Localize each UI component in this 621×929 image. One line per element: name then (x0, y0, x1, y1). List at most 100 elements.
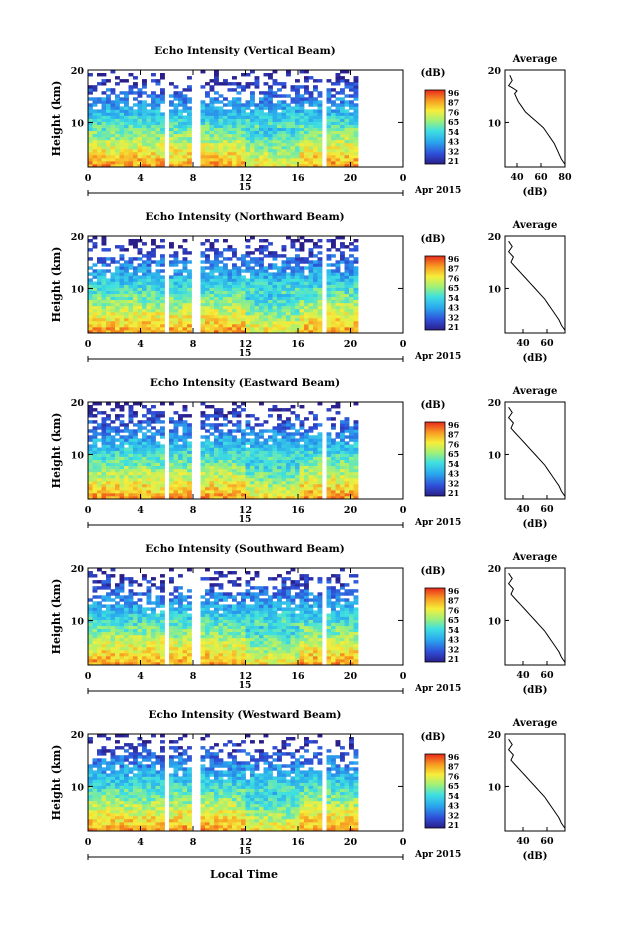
heatmap-cell (92, 432, 98, 436)
heatmap-cell (155, 284, 161, 288)
heatmap-cell (205, 284, 210, 288)
heatmap-cell (101, 248, 107, 252)
heatmap-cell (115, 323, 120, 328)
heatmap-cell (353, 109, 359, 113)
heatmap-cell (128, 637, 134, 642)
heatmap-cell (178, 164, 183, 168)
heatmap-cell (119, 112, 125, 116)
heatmap-cell (344, 82, 350, 86)
heatmap-cell (182, 103, 188, 107)
heatmap-cell (304, 109, 309, 113)
heatmap-cell (169, 287, 174, 291)
heatmap-cell (344, 245, 350, 249)
heatmap-cell (88, 414, 93, 418)
heatmap-cell (223, 127, 228, 132)
heatmap-cell (236, 450, 242, 454)
heatmap-cell (178, 160, 183, 165)
heatmap-cell (254, 643, 260, 648)
heatmap-cell (101, 293, 107, 298)
heatmap-cell (205, 299, 210, 304)
heatmap-cell (299, 293, 305, 298)
heatmap-cell (259, 468, 264, 473)
heatmap-cell (209, 85, 215, 89)
heatmap-cell (241, 441, 246, 445)
heatmap-cell (173, 290, 179, 295)
heatmap-cell (88, 453, 93, 457)
heatmap-cell (299, 649, 305, 654)
heatmap-cell (340, 655, 345, 660)
heatmap-cell (286, 314, 291, 319)
heatmap-cell (286, 326, 291, 331)
heatmap-cell (182, 634, 188, 639)
heatmap-cell (151, 646, 156, 651)
heatmap-cell (178, 287, 183, 291)
heatmap-cell (295, 160, 300, 165)
heatmap-cell (331, 100, 336, 104)
heatmap-cell (178, 330, 183, 334)
heatmap-cell (97, 447, 102, 451)
heatmap-cell (115, 127, 120, 132)
heatmap-cell (160, 471, 165, 476)
heatmap-cell (223, 82, 228, 86)
heatmap-cell (209, 118, 215, 122)
heatmap-cell (209, 465, 215, 470)
heatmap-cell (187, 148, 192, 153)
heatmap-cell (335, 637, 341, 642)
heatmap-cell (92, 100, 98, 104)
heatmap-cell (349, 266, 354, 270)
heatmap-cell (155, 477, 161, 482)
heatmap-cell (299, 260, 305, 264)
heatmap-cell (250, 70, 255, 74)
heatmap-cell (223, 649, 228, 654)
heatmap-cell (200, 441, 206, 445)
heatmap-cell (268, 145, 273, 150)
heatmap-cell (353, 287, 359, 291)
heatmap-cell (313, 145, 318, 150)
heatmap-cell (340, 136, 345, 141)
heatmap-cell (214, 248, 219, 252)
heatmap-cell (313, 662, 318, 666)
heatmap-cell (119, 441, 125, 445)
heatmap-cell (146, 287, 152, 291)
heatmap-cell (254, 480, 260, 485)
heatmap-cell (286, 640, 291, 645)
heatmap-cell (254, 151, 260, 156)
heatmap-cell (335, 658, 341, 663)
heatmap-cell (272, 662, 278, 666)
heatmap-cell (146, 251, 152, 255)
heatmap-cell (133, 643, 138, 648)
heatmap-cell (317, 492, 323, 497)
heatmap-cell (331, 115, 336, 119)
heatmap-cell (353, 164, 359, 168)
heatmap-cell (218, 477, 224, 482)
heatmap-cell (245, 302, 251, 307)
heatmap-cell (331, 302, 336, 307)
heatmap-cell (295, 330, 300, 334)
heatmap-cell (173, 640, 179, 645)
heatmap-cell (286, 296, 291, 301)
heatmap-cell (169, 465, 174, 470)
heatmap-cell (290, 115, 296, 119)
heatmap-cell (299, 287, 305, 291)
x-tick-label: 16 (291, 505, 305, 516)
heatmap-cell (268, 136, 273, 141)
heatmap-cell (241, 652, 246, 657)
heatmap-cell (349, 145, 354, 150)
heatmap-cell (281, 94, 287, 98)
heatmap-cell (317, 441, 323, 445)
heatmap-cell (299, 320, 305, 325)
heatmap-cell (250, 489, 255, 494)
heatmap-cell (308, 646, 314, 651)
heatmap-cell (155, 139, 161, 144)
heatmap-cell (119, 130, 125, 135)
heatmap-cell (304, 643, 309, 648)
heatmap-cell (223, 148, 228, 153)
heatmap-cell (326, 450, 332, 454)
heatmap-cell (335, 468, 341, 473)
heatmap-cell (335, 450, 341, 454)
heatmap-cell (106, 459, 111, 464)
heatmap-cell (160, 281, 165, 285)
heatmap-cell (277, 459, 282, 464)
heatmap-cell (268, 658, 273, 663)
heatmap-cell (128, 106, 134, 110)
